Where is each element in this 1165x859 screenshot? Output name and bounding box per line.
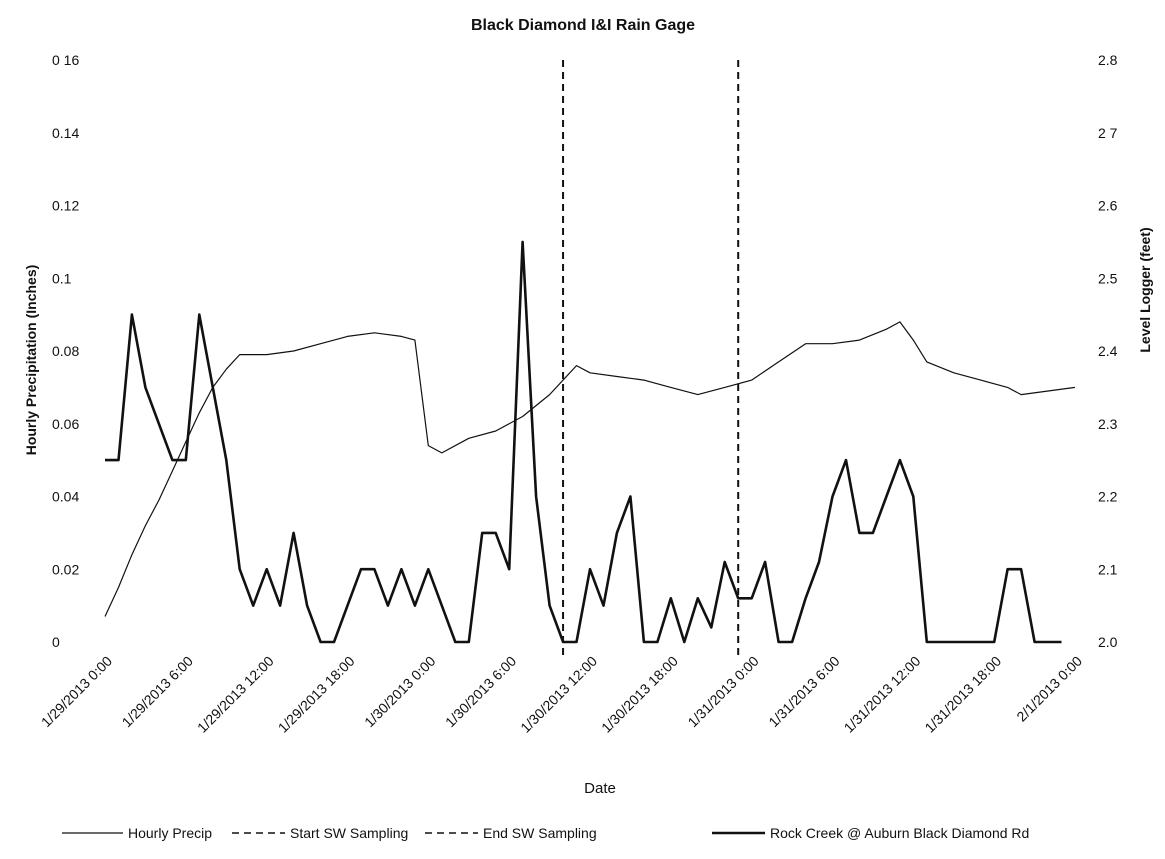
y2-tick-label: 2.4: [1098, 343, 1118, 359]
y2-tick-label: 2.3: [1098, 416, 1118, 432]
y2-tick-label: 2.6: [1098, 198, 1118, 214]
y-tick-label: 0.08: [52, 343, 79, 359]
x-tick-label: 1/31/2013 0:00: [684, 653, 762, 731]
y2-tick-label: 2 7: [1098, 125, 1118, 141]
x-tick-label: 1/29/2013 18:00: [275, 653, 358, 736]
y2-tick-label: 2.2: [1098, 489, 1118, 505]
x-axis-label: Date: [584, 780, 616, 797]
y2-tick-label: 2.1: [1098, 561, 1118, 577]
y2-tick-label: 2.0: [1098, 634, 1118, 650]
x-tick-label: 1/31/2013 12:00: [841, 653, 924, 736]
plot-area: 0 0.02 0.04 0.06 0.08 0.1 0.12 0.14 0 16 2.0 2.1 2.…: [38, 52, 1118, 736]
y-tick-label: 0.06: [52, 416, 79, 432]
legend-entry-1: Start SW Sampling: [290, 825, 408, 841]
y-axis-label: Hourly Precipitation (Inches): [23, 265, 39, 456]
x-tick-label: 1/30/2013 0:00: [361, 653, 439, 731]
x-tick-label: 1/31/2013 6:00: [765, 653, 843, 731]
y-tick-label: 0.04: [52, 489, 79, 505]
series-line-3: [105, 240, 1062, 644]
x-tick-label: 1/29/2013 6:00: [119, 653, 197, 731]
series-line-0: [104, 321, 1076, 617]
y-tick-label: 0.12: [52, 198, 79, 214]
y-tick-label: 0: [52, 634, 60, 650]
legend-entry-0: Hourly Precip: [128, 825, 212, 841]
y-tick-label: 0.02: [52, 561, 79, 577]
x-tick-label: 1/31/2013 18:00: [921, 653, 1004, 736]
legend-entry-3: Rock Creek @ Auburn Black Diamond Rd: [770, 825, 1029, 841]
x-tick-label: 1/29/2013 0:00: [38, 653, 116, 731]
x-tick-label: 1/29/2013 12:00: [194, 653, 277, 736]
x-tick-label: 1/30/2013 6:00: [442, 653, 520, 731]
y-tick-label: 0 16: [52, 52, 79, 68]
x-tick-label: 2/1/2013 0:00: [1013, 653, 1085, 725]
x-tick-label: 1/30/2013 12:00: [517, 653, 600, 736]
y2-axis-label: Level Logger (feet): [1137, 227, 1153, 352]
legend-entry-2: End SW Sampling: [483, 825, 597, 841]
legend: Hourly Precip Start SW Sampling End SW Sam…: [62, 825, 1029, 841]
y2-tick-label: 2.8: [1098, 52, 1118, 68]
y-tick-label: 0.14: [52, 125, 79, 141]
y2-tick-label: 2.5: [1098, 270, 1118, 286]
y-tick-label: 0.1: [52, 270, 72, 286]
chart-title: Black Diamond I&I Rain Gage: [471, 17, 695, 34]
x-tick-label: 1/30/2013 18:00: [598, 653, 681, 736]
